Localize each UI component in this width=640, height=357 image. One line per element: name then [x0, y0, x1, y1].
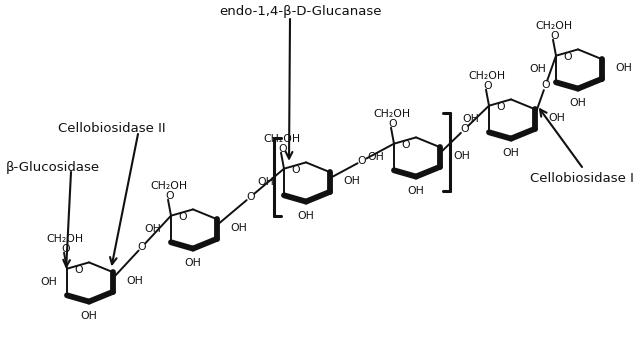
Text: OH: OH: [184, 258, 202, 268]
Text: β-Glucosidase: β-Glucosidase: [6, 161, 100, 174]
Text: O: O: [497, 101, 506, 111]
Text: O: O: [484, 81, 492, 91]
Text: OH: OH: [343, 176, 360, 186]
Text: CH₂OH: CH₂OH: [373, 109, 411, 119]
Text: CH₂OH: CH₂OH: [264, 134, 301, 144]
Text: OH: OH: [462, 114, 479, 124]
Text: O: O: [75, 265, 83, 275]
Text: Cellobiosidase I: Cellobiosidase I: [530, 172, 634, 186]
Text: O: O: [179, 212, 188, 222]
Text: O: O: [541, 80, 550, 90]
Text: OH: OH: [570, 97, 586, 107]
Text: O: O: [402, 140, 410, 150]
Text: OH: OH: [615, 63, 632, 73]
Text: O: O: [460, 124, 469, 134]
Text: CH₂OH: CH₂OH: [536, 21, 573, 31]
Text: O: O: [564, 51, 572, 61]
Text: O: O: [138, 242, 147, 252]
Text: OH: OH: [548, 113, 565, 123]
Text: OH: OH: [126, 276, 143, 286]
Text: O: O: [278, 144, 287, 154]
Text: O: O: [166, 191, 174, 201]
Text: OH: OH: [502, 147, 520, 157]
Text: O: O: [550, 31, 559, 41]
Text: O: O: [246, 192, 255, 202]
Text: OH: OH: [367, 152, 384, 162]
Text: OH: OH: [40, 277, 57, 287]
Text: CH₂OH: CH₂OH: [150, 181, 188, 191]
Text: OH: OH: [453, 151, 470, 161]
Text: OH: OH: [257, 177, 274, 187]
Text: OH: OH: [230, 223, 247, 233]
Text: OH: OH: [144, 224, 161, 234]
Text: OH: OH: [81, 311, 97, 321]
Text: OH: OH: [529, 64, 546, 74]
Text: endo-1,4-β-D-Glucanase: endo-1,4-β-D-Glucanase: [219, 5, 381, 19]
Text: O: O: [61, 244, 70, 254]
Text: O: O: [388, 119, 397, 129]
Text: O: O: [358, 156, 366, 166]
Text: OH: OH: [298, 211, 314, 221]
Text: O: O: [292, 165, 300, 175]
Text: OH: OH: [408, 186, 424, 196]
Text: Cellobiosidase II: Cellobiosidase II: [58, 122, 166, 136]
Text: CH₂OH: CH₂OH: [47, 234, 84, 244]
Text: CH₂OH: CH₂OH: [468, 71, 506, 81]
